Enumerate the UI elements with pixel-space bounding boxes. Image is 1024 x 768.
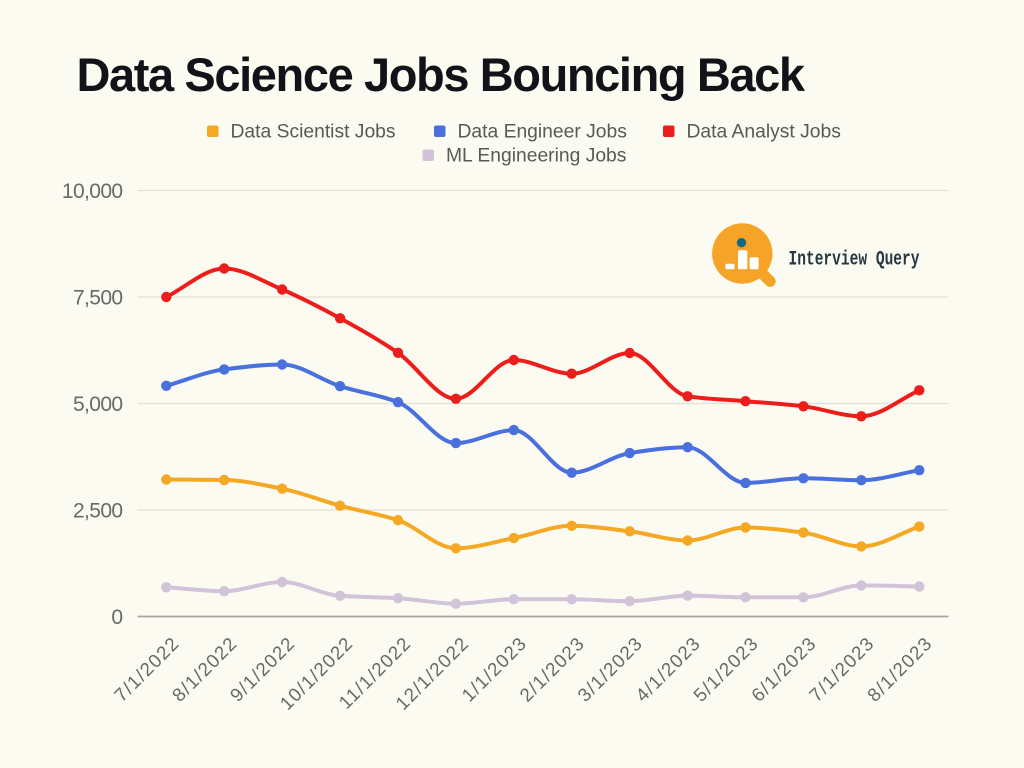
svg-text:10,000: 10,000 xyxy=(62,180,123,203)
svg-text:5,000: 5,000 xyxy=(73,393,123,416)
svg-text:2,500: 2,500 xyxy=(73,499,123,522)
svg-text:Interview Query: Interview Query xyxy=(789,248,920,271)
svg-text:Data Scientist Jobs: Data Scientist Jobs xyxy=(231,121,396,142)
svg-text:0: 0 xyxy=(111,606,122,629)
svg-text:Data Engineer Jobs: Data Engineer Jobs xyxy=(458,121,627,142)
svg-text:Data Science Jobs Bouncing Bac: Data Science Jobs Bouncing Back xyxy=(77,48,806,101)
svg-text:ML Engineering Jobs: ML Engineering Jobs xyxy=(446,145,626,166)
svg-text:Data Analyst Jobs: Data Analyst Jobs xyxy=(687,121,841,142)
svg-text:7,500: 7,500 xyxy=(73,286,123,309)
